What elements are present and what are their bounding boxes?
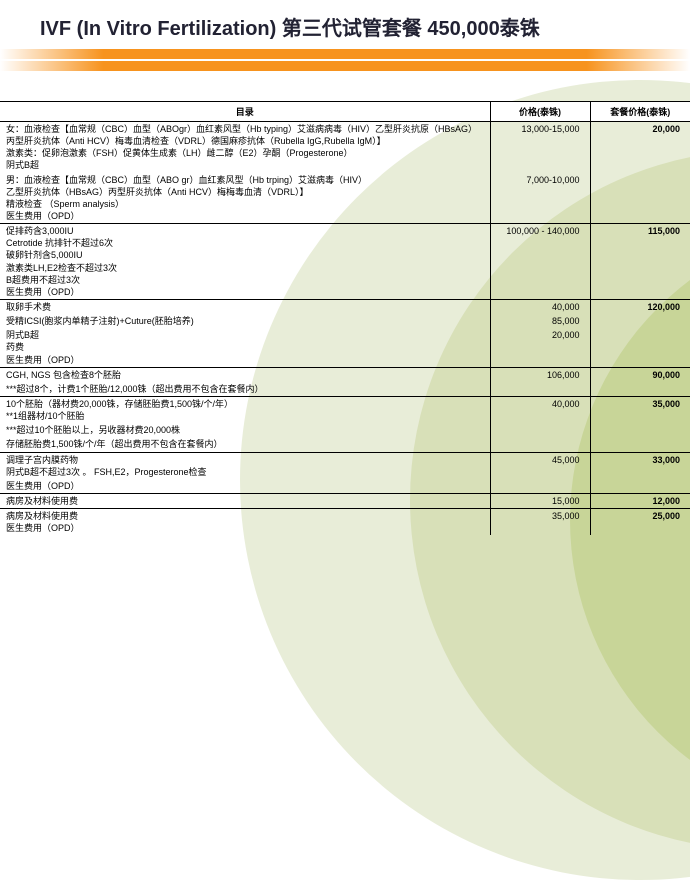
cell-price [490,423,590,437]
cell-pkg-price: 12,000 [590,493,690,508]
cell-desc: 存储胚胎费1,500铢/个/年（超出费用不包含在套餐内） [0,437,490,452]
cell-pkg-price: 90,000 [590,367,690,396]
table-row: 病房及材料使用费15,00012,000 [0,493,690,508]
cell-price: 35,000 [490,509,590,536]
cell-price [490,437,590,452]
cell-desc: 促排药含3,000IU Cetrotide 抗排针不超过6次 破卵针剂含5,00… [0,224,490,300]
table-row: ***超过10个胚胎以上，另收器材费20,000株 [0,423,690,437]
cell-price: 45,000 [490,452,590,479]
cell-desc: 病房及材料使用费 [0,493,490,508]
table-row: 男：血液检查【血常规（CBC）血型（ABO gr）血红素风型（Hb trping… [0,173,690,224]
cell-pkg-price: 20,000 [590,122,690,224]
cell-desc: 10个胚胎（器材费20,000铢，存储胚胎费1,500铢/个/年） **1组器材… [0,396,490,423]
table-row: 受精ICSI(胞浆内单精子注射)+Cuture(胚胎培养)85,000 [0,314,690,328]
cell-pkg-price: 25,000 [590,509,690,536]
table-row: 促排药含3,000IU Cetrotide 抗排针不超过6次 破卵针剂含5,00… [0,224,690,300]
cell-pkg-price: 115,000 [590,224,690,300]
pricing-table: 目录 价格(泰铢) 套餐价格(泰铢) 女：血液检查【血常规（CBC）血型（ABO… [0,101,690,535]
table-row: 调理子宫内膜药物 阴式B超不超过3次 。 FSH,E2，Progesterone… [0,452,690,479]
table-row: 10个胚胎（器材费20,000铢，存储胚胎费1,500铢/个/年） **1组器材… [0,396,690,423]
cell-desc: 调理子宫内膜药物 阴式B超不超过3次 。 FSH,E2，Progesterone… [0,452,490,479]
table-row: 存储胚胎费1,500铢/个/年（超出费用不包含在套餐内） [0,437,690,452]
table-row: 阴式B超 药费 医生费用（OPD）20,000 [0,328,690,367]
cell-desc: 医生费用（OPD） [0,479,490,494]
cell-price: 7,000-10,000 [490,173,590,224]
cell-price: 85,000 [490,314,590,328]
cell-desc: ***超过10个胚胎以上，另收器材费20,000株 [0,423,490,437]
cell-pkg-price: 33,000 [590,452,690,493]
cell-price: 40,000 [490,396,590,423]
col-header-price: 价格(泰铢) [490,102,590,122]
cell-desc: ***超过8个，计费1个胚胎/12,000铢（超出费用不包含在套餐内） [0,382,490,397]
cell-price: 13,000-15,000 [490,122,590,173]
cell-price [490,382,590,397]
cell-desc: CGH, NGS 包含检查8个胚胎 [0,367,490,382]
cell-pkg-price: 120,000 [590,299,690,367]
cell-price: 20,000 [490,328,590,367]
cell-desc: 男：血液检查【血常规（CBC）血型（ABO gr）血红素风型（Hb trping… [0,173,490,224]
table-row: 取卵手术费40,000120,000 [0,299,690,314]
cell-price: 40,000 [490,299,590,314]
cell-desc: 受精ICSI(胞浆内单精子注射)+Cuture(胚胎培养) [0,314,490,328]
divider-bar [0,49,690,59]
col-header-desc: 目录 [0,102,490,122]
table-row: 病房及材料使用费 医生费用（OPD）35,00025,000 [0,509,690,536]
table-row: 女：血液检查【血常规（CBC）血型（ABOgr）血红素风型（Hb typing）… [0,122,690,173]
table-row: 医生费用（OPD） [0,479,690,494]
cell-desc: 阴式B超 药费 医生费用（OPD） [0,328,490,367]
cell-pkg-price: 35,000 [590,396,690,452]
cell-desc: 取卵手术费 [0,299,490,314]
cell-desc: 病房及材料使用费 医生费用（OPD） [0,509,490,536]
cell-price [490,479,590,494]
col-header-pkg: 套餐价格(泰铢) [590,102,690,122]
cell-price: 100,000 - 140,000 [490,224,590,300]
cell-desc: 女：血液检查【血常规（CBC）血型（ABOgr）血红素风型（Hb typing）… [0,122,490,173]
cell-price: 15,000 [490,493,590,508]
page-title: IVF (In Vitro Fertilization) 第三代试管套餐 450… [0,0,690,49]
table-row: ***超过8个，计费1个胚胎/12,000铢（超出费用不包含在套餐内） [0,382,690,397]
cell-price: 106,000 [490,367,590,382]
table-row: CGH, NGS 包含检查8个胚胎106,00090,000 [0,367,690,382]
divider-bar [0,61,690,71]
